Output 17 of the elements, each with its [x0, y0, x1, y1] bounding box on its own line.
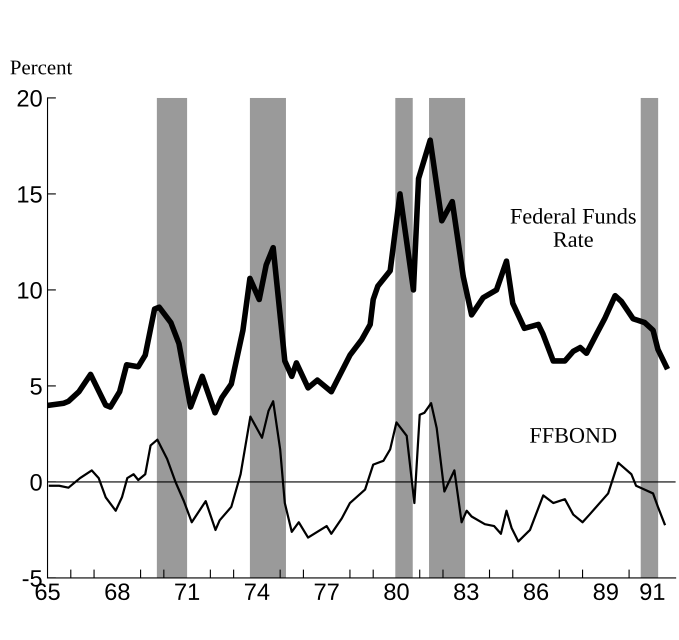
- x-tick-label: 74: [244, 584, 270, 600]
- series-label: Federal Funds Rate: [510, 208, 636, 248]
- y-tick-label: 15: [18, 186, 42, 203]
- x-tick-label: 77: [314, 584, 339, 600]
- x-tick-label: 71: [175, 584, 200, 600]
- series-label: FFBOND: [530, 428, 616, 443]
- x-tick-label: 89: [594, 583, 618, 600]
- x-tick-label: 91: [640, 583, 664, 600]
- y-tick-label: 0: [30, 474, 42, 491]
- y-tick-label: 10: [18, 282, 42, 299]
- x-tick-label: 83: [454, 583, 478, 600]
- y-tick-label: 5: [30, 378, 42, 395]
- x-tick-label: 80: [384, 583, 409, 600]
- x-tick-label: 68: [105, 583, 130, 600]
- x-tick-label: 86: [524, 583, 548, 600]
- y-axis-title: Percent: [10, 60, 72, 74]
- y-tick-label: 20: [18, 90, 42, 107]
